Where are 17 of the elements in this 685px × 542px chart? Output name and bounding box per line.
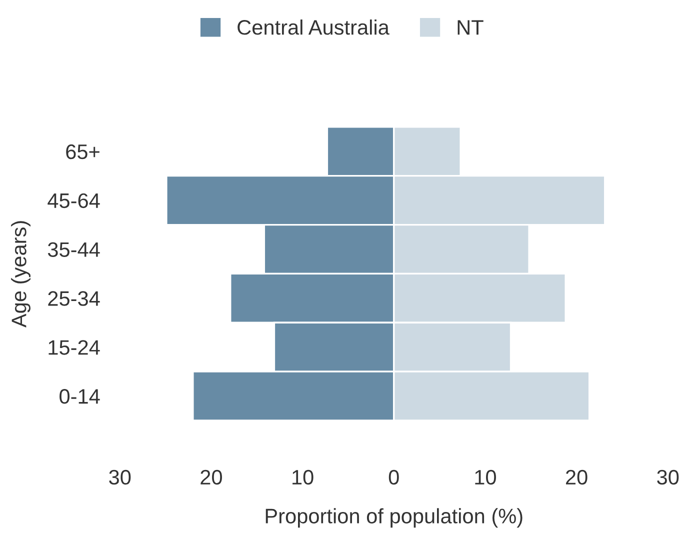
x-tick-label: 20: [200, 470, 222, 485]
x-tick-label: 30: [657, 470, 679, 485]
x-tick-label: 30: [109, 470, 131, 485]
x-axis-title: Proportion of population (%): [266, 508, 522, 528]
legend-label: NT: [458, 20, 484, 35]
x-tick-label: 0: [388, 470, 399, 485]
y-tick-label: 45-64: [48, 193, 100, 208]
x-tick-label: 20: [566, 470, 588, 485]
x-tick-label: 10: [292, 470, 314, 485]
y-tick-label: 35-44: [48, 242, 100, 257]
y-tick-label: 0-14: [60, 389, 100, 404]
y-axis-title: Age (years): [11, 221, 30, 328]
y-tick-label: 25-34: [48, 291, 100, 306]
y-tick-label: 15-24: [48, 340, 100, 355]
y-tick-label: 65+: [66, 144, 100, 160]
x-tick-label: 10: [475, 470, 496, 485]
legend-label: Central Australia: [238, 19, 390, 35]
